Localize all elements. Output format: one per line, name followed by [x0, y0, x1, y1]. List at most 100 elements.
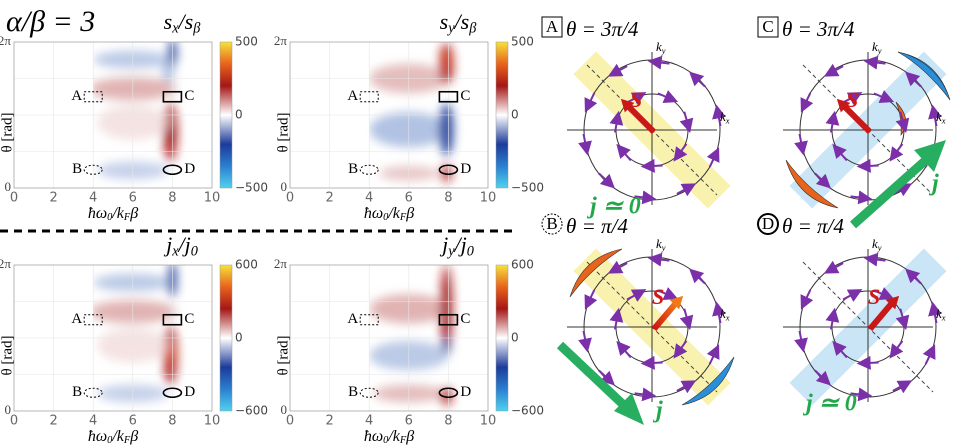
marker-ellipse: [83, 387, 103, 398]
x-tick-label: 4: [365, 191, 373, 206]
spin-arrow: [598, 369, 615, 386]
spin-arrow: [842, 92, 863, 105]
text-part: /s: [453, 9, 470, 34]
subscript: 0: [191, 244, 198, 260]
text-part: /k: [111, 205, 124, 222]
subscript: F: [123, 212, 131, 223]
colorbar-label: 500: [235, 35, 258, 49]
colorbar-label: 600: [235, 258, 258, 272]
colorbar-label: 500: [511, 35, 534, 49]
spin-arrow: [823, 63, 844, 77]
spin-arrow: [634, 387, 657, 402]
spin-vector: [625, 103, 657, 135]
marker-label: D: [460, 161, 471, 177]
kx-label: kx: [936, 109, 946, 125]
current-label: j: [652, 398, 663, 424]
x-tick-label: 8: [168, 191, 176, 206]
subscript: F: [123, 435, 131, 446]
spin-arrow: [640, 355, 663, 370]
text-part: s: [440, 9, 449, 34]
x-tick-label: 8: [444, 191, 452, 206]
x-tick-label: 0: [10, 191, 18, 206]
heatmap: 0 2 4 6 8 10 2π 0 θ [rad] 500 0 −500 A B C D: [274, 33, 544, 206]
spin-arrow: [800, 92, 814, 113]
subscript: y: [661, 45, 666, 55]
marker-label: A: [71, 88, 82, 104]
text-part: k: [872, 236, 878, 251]
spin-vector-head: [836, 98, 851, 113]
text-part: β: [129, 205, 138, 222]
spin-arrow: [607, 260, 628, 274]
spin-arrow: [895, 308, 910, 330]
spin-arrow: [856, 158, 879, 173]
x-tick-label: 4: [89, 191, 97, 206]
subscript: y: [877, 45, 882, 55]
theta-label: θ = π/4: [782, 214, 844, 238]
y-tick-label: 2π: [274, 33, 288, 48]
ky-label: ky: [656, 39, 666, 55]
x-tick-label: 4: [89, 414, 97, 429]
spin-arrow: [712, 301, 726, 324]
text-part: j: [439, 232, 448, 257]
current-arrow-head: [914, 140, 946, 172]
x-tick-label: 6: [129, 191, 137, 206]
x-tick-label: 8: [168, 414, 176, 429]
marker-box: [83, 314, 103, 326]
colorbar: [495, 41, 509, 189]
spin-arrow: [647, 55, 670, 70]
spin-diagram: S A θ = 3π/4 j ≃ 0: [541, 16, 731, 220]
subscript: 0: [467, 244, 474, 260]
current-arrow: [556, 341, 634, 415]
spin-vector: [651, 301, 679, 331]
spin-arrow: [689, 268, 706, 285]
tag-label: C: [762, 17, 773, 36]
spin-arrow: [676, 183, 697, 197]
x-tick-label: 6: [405, 414, 413, 429]
x-tick-label: 4: [365, 414, 373, 429]
frame: [13, 41, 213, 189]
spin-arrow: [616, 143, 632, 162]
marker-ellipse: [162, 164, 183, 176]
spin-arrow: [584, 289, 598, 310]
marker-label: A: [347, 311, 358, 327]
spin-arrow: [863, 252, 886, 267]
y-axis-label: θ [rad]: [275, 335, 291, 375]
x-tick-label: 2: [49, 191, 57, 206]
subscript: x: [171, 244, 179, 260]
y-axis-label: θ [rad]: [0, 112, 15, 152]
spin-arrow: [616, 340, 632, 359]
subscript: 0: [383, 212, 389, 223]
spin-arrow: [905, 268, 922, 285]
text-part: ħω: [364, 205, 383, 222]
colorbar-label: 0: [235, 108, 243, 122]
spin-arrow: [657, 287, 679, 300]
x-tick-label: 10: [204, 191, 221, 206]
subscript: β: [192, 21, 201, 37]
spin-arrow: [814, 369, 831, 386]
subscript: y: [446, 21, 455, 37]
colorbar: [219, 41, 233, 189]
marker-label: A: [71, 311, 82, 327]
ky-label: ky: [872, 39, 882, 55]
spin-diagram: S C θ = 3π/4 j: [757, 16, 951, 229]
spin-arrow: [892, 380, 913, 394]
colorbar-label: 0: [235, 331, 243, 345]
x-tick-label: 10: [480, 414, 497, 429]
subscript: y: [446, 244, 455, 260]
text-part: ħω: [364, 428, 383, 445]
spin-diagram: S D θ = π/4 j ≃ 0: [757, 213, 947, 417]
spin-arrow: [640, 158, 663, 173]
text-part: /j: [453, 232, 467, 257]
spin-label: S: [652, 284, 664, 309]
spin-label: S: [630, 87, 642, 112]
spin-arrow: [634, 190, 657, 205]
spin-arrow: [578, 330, 592, 353]
marker-label: C: [460, 88, 470, 104]
marker-label: D: [184, 161, 195, 177]
spin-diagram: S B θ = π/4 j: [541, 213, 735, 425]
spin-vector-head: [669, 295, 684, 310]
y-axis-label: θ [rad]: [0, 335, 15, 375]
spin-arrow: [679, 111, 694, 133]
spin-vector: [867, 301, 895, 331]
